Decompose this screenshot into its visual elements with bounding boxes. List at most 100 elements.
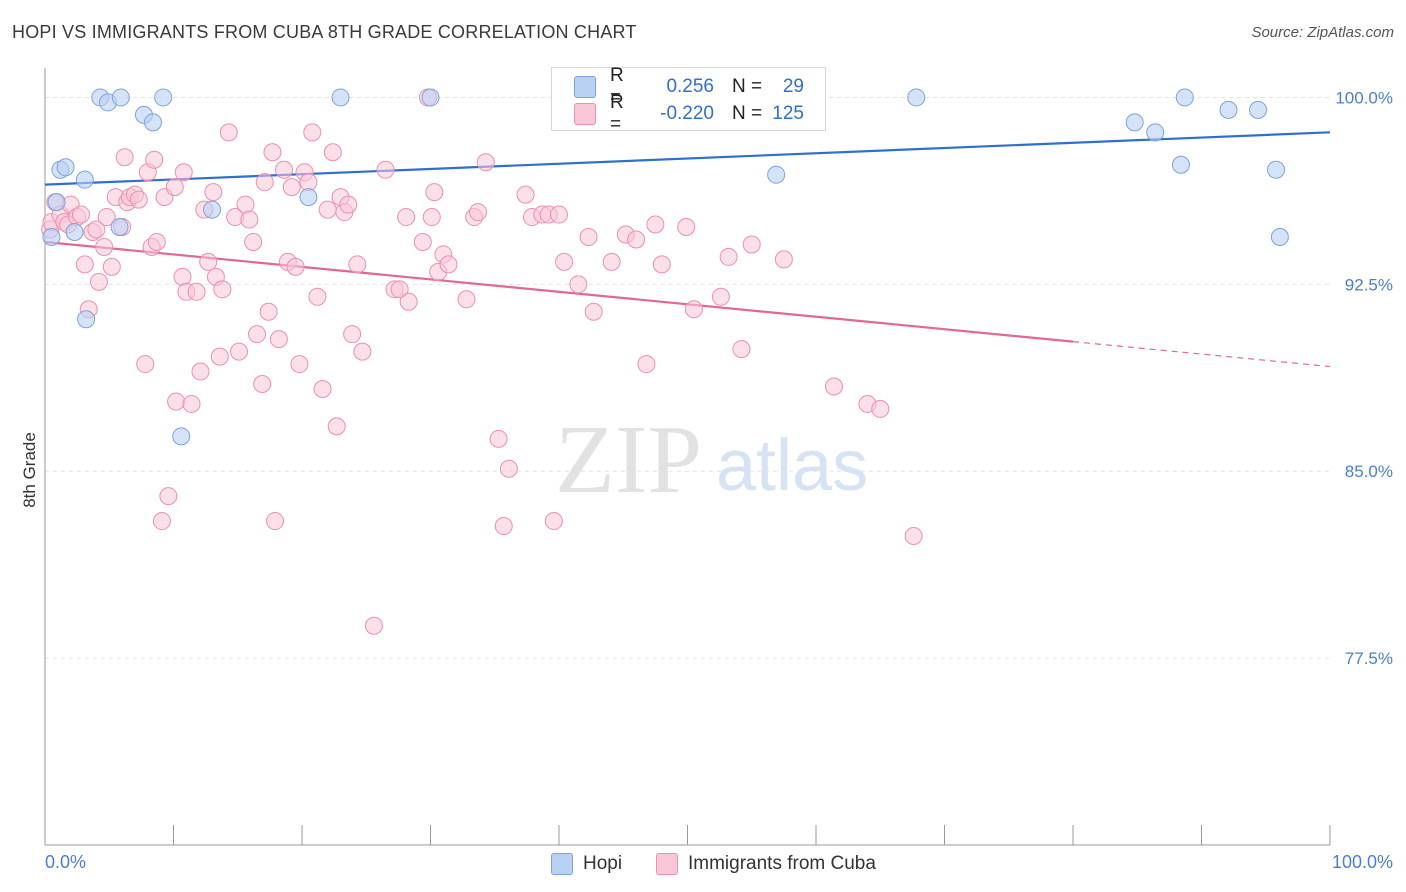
y-axis-label: 8th Grade bbox=[20, 432, 39, 508]
watermark: ZIP atlas bbox=[555, 406, 868, 514]
cuba-point bbox=[253, 375, 272, 394]
y-tick-label: 77.5% bbox=[1345, 649, 1393, 668]
cuba-swatch bbox=[574, 103, 596, 125]
cuba-point bbox=[339, 195, 358, 214]
hopi-point bbox=[1249, 100, 1268, 119]
hopi-legend-swatch bbox=[551, 853, 573, 875]
cuba-r-value: -0.220 bbox=[660, 103, 714, 124]
cuba-point bbox=[711, 287, 730, 306]
legend-row-hopi: R = 0.256 N = 29 bbox=[574, 65, 804, 108]
cuba-point bbox=[476, 153, 495, 172]
cuba-point bbox=[327, 417, 346, 436]
cuba-point bbox=[824, 377, 843, 396]
cuba-legend-swatch bbox=[656, 853, 678, 875]
cuba-point bbox=[602, 252, 621, 271]
gridlines bbox=[45, 96, 1330, 659]
cuba-point bbox=[102, 257, 121, 276]
hopi-point bbox=[75, 170, 94, 189]
cuba-point bbox=[174, 163, 193, 182]
cuba-point bbox=[303, 123, 322, 142]
cuba-point bbox=[489, 429, 508, 448]
hopi-point bbox=[1175, 88, 1194, 107]
cuba-point bbox=[255, 173, 274, 192]
cuba-point bbox=[152, 512, 171, 531]
cuba-point bbox=[97, 208, 116, 227]
cuba-point bbox=[299, 173, 318, 192]
cuba-point bbox=[627, 230, 646, 249]
cuba-trend-extension bbox=[1072, 341, 1331, 368]
hopi-point bbox=[331, 88, 350, 107]
hopi-point bbox=[1270, 227, 1289, 246]
legend-item-hopi[interactable]: Hopi bbox=[551, 852, 622, 876]
cuba-point bbox=[499, 459, 518, 478]
hopi-point bbox=[143, 113, 162, 132]
x-tick-label-max: 100.0% bbox=[1332, 852, 1393, 872]
hopi-point bbox=[1171, 155, 1190, 174]
cuba-point bbox=[774, 250, 793, 269]
series-hopi-points bbox=[42, 88, 1289, 446]
cuba-point bbox=[115, 148, 134, 167]
series-cuba-points bbox=[41, 88, 923, 635]
cuba-point bbox=[136, 355, 155, 374]
cuba-point bbox=[199, 252, 218, 271]
hopi-point bbox=[1125, 113, 1144, 132]
cuba-point bbox=[248, 325, 267, 344]
hopi-point bbox=[77, 310, 96, 329]
cuba-point bbox=[71, 205, 90, 224]
cuba-point bbox=[732, 340, 751, 359]
cuba-point bbox=[569, 275, 588, 294]
hopi-n-label: N = bbox=[732, 76, 763, 97]
hopi-point bbox=[47, 193, 66, 212]
legend-item-cuba[interactable]: Immigrants from Cuba bbox=[656, 852, 876, 876]
hopi-point bbox=[1146, 123, 1165, 142]
cuba-point bbox=[147, 232, 166, 251]
tick-labels: 100.0% 92.5% 85.0% 77.5% 0.0% 100.0% bbox=[45, 88, 1393, 872]
cuba-legend-label: Immigrants from Cuba bbox=[688, 853, 876, 874]
cuba-point bbox=[904, 527, 923, 546]
hopi-trend-line bbox=[44, 131, 1331, 186]
cuba-point bbox=[308, 287, 327, 306]
cuba-point bbox=[266, 512, 285, 531]
hopi-point bbox=[203, 200, 222, 219]
cuba-point bbox=[469, 203, 488, 222]
cuba-point bbox=[244, 232, 263, 251]
cuba-point bbox=[159, 487, 178, 506]
cuba-point bbox=[204, 183, 223, 202]
cuba-point bbox=[282, 178, 301, 197]
cuba-point bbox=[742, 235, 761, 254]
cuba-point bbox=[219, 123, 238, 142]
y-tick-label: 92.5% bbox=[1345, 275, 1393, 294]
stats-legend: R = 0.256 N = 29 R = -0.220 N = 125 bbox=[551, 65, 826, 135]
cuba-point bbox=[439, 255, 458, 274]
cuba-point bbox=[259, 302, 278, 321]
hopi-point bbox=[42, 227, 61, 246]
hopi-point bbox=[1219, 100, 1238, 119]
cuba-point bbox=[230, 342, 249, 361]
cuba-point bbox=[652, 255, 671, 274]
hopi-point bbox=[299, 188, 318, 207]
cuba-point bbox=[263, 143, 282, 162]
watermark-atlas: atlas bbox=[716, 426, 868, 506]
hopi-point bbox=[172, 427, 191, 446]
cuba-point bbox=[516, 185, 535, 204]
watermark-zip: ZIP bbox=[555, 406, 702, 514]
hopi-point bbox=[110, 218, 129, 237]
cuba-point bbox=[425, 183, 444, 202]
cuba-point bbox=[584, 302, 603, 321]
cuba-point bbox=[719, 247, 738, 266]
cuba-n-label: N = bbox=[732, 103, 763, 124]
hopi-point bbox=[111, 88, 130, 107]
cuba-point bbox=[240, 210, 259, 229]
cuba-point bbox=[75, 255, 94, 274]
cuba-n-value: 125 bbox=[772, 103, 804, 124]
cuba-point bbox=[173, 267, 192, 286]
hopi-r-label: R = bbox=[610, 65, 624, 108]
y-tick-label: 85.0% bbox=[1345, 462, 1393, 481]
cuba-point bbox=[579, 227, 598, 246]
x-tick-label-min: 0.0% bbox=[45, 852, 86, 872]
cuba-point bbox=[89, 272, 108, 291]
cuba-point bbox=[555, 252, 574, 271]
chart-title: HOPI VS IMMIGRANTS FROM CUBA 8TH GRADE C… bbox=[12, 22, 637, 42]
cuba-point bbox=[323, 143, 342, 162]
hopi-point bbox=[154, 88, 173, 107]
